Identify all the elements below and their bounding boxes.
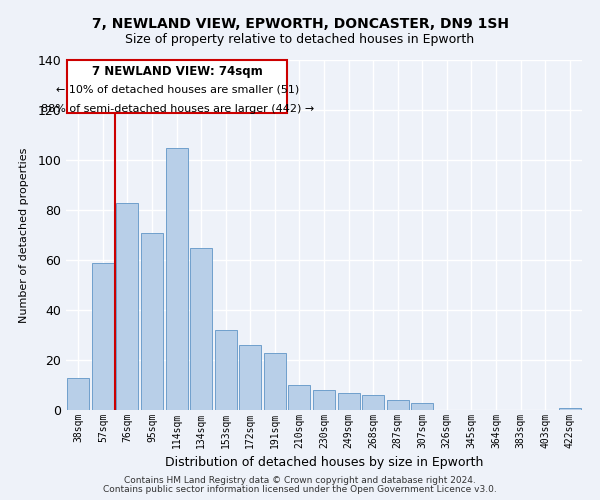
Text: 7, NEWLAND VIEW, EPWORTH, DONCASTER, DN9 1SH: 7, NEWLAND VIEW, EPWORTH, DONCASTER, DN9… [91,18,509,32]
Bar [239,345,262,410]
Bar [338,392,359,410]
Text: 88% of semi-detached houses are larger (442) →: 88% of semi-detached houses are larger (… [41,104,314,114]
Text: Size of property relative to detached houses in Epworth: Size of property relative to detached ho… [125,32,475,46]
FancyBboxPatch shape [67,60,287,112]
Bar [559,408,581,410]
Bar [411,402,433,410]
Bar [313,390,335,410]
Bar [116,202,139,410]
Text: Contains HM Land Registry data © Crown copyright and database right 2024.: Contains HM Land Registry data © Crown c… [124,476,476,485]
Text: ← 10% of detached houses are smaller (51): ← 10% of detached houses are smaller (51… [56,84,299,94]
Bar [166,148,188,410]
Bar [92,262,114,410]
Bar [67,378,89,410]
Bar [215,330,237,410]
Bar [264,352,286,410]
Bar [289,385,310,410]
Text: 7 NEWLAND VIEW: 74sqm: 7 NEWLAND VIEW: 74sqm [92,66,263,78]
Bar [141,232,163,410]
Y-axis label: Number of detached properties: Number of detached properties [19,148,29,322]
X-axis label: Distribution of detached houses by size in Epworth: Distribution of detached houses by size … [165,456,483,469]
Bar [386,400,409,410]
Bar [190,248,212,410]
Text: Contains public sector information licensed under the Open Government Licence v3: Contains public sector information licen… [103,485,497,494]
Bar [362,395,384,410]
